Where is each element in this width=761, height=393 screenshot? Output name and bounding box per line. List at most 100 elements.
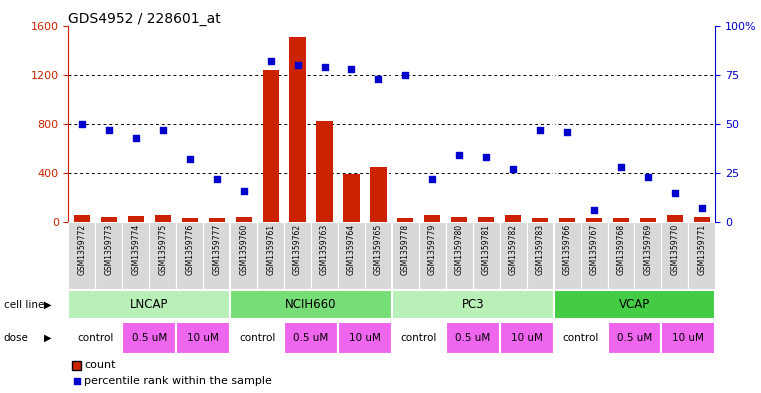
Text: ▶: ▶ — [44, 333, 52, 343]
Bar — [667, 215, 683, 222]
Bar — [607, 222, 635, 289]
Bar — [317, 121, 333, 222]
Bar — [95, 222, 123, 289]
Bar — [532, 218, 548, 222]
Text: 10 uM: 10 uM — [511, 333, 543, 343]
Bar — [661, 222, 689, 289]
Bar — [424, 215, 441, 222]
Text: GSM1359782: GSM1359782 — [508, 224, 517, 275]
Bar — [694, 217, 710, 222]
Text: control: control — [401, 333, 437, 343]
Bar — [177, 322, 230, 354]
Text: GSM1359772: GSM1359772 — [78, 224, 87, 275]
Bar — [123, 322, 177, 354]
Point — [400, 72, 412, 78]
Bar — [68, 290, 230, 319]
Text: GSM1359773: GSM1359773 — [104, 224, 113, 275]
Bar — [581, 222, 607, 289]
Bar — [177, 222, 203, 289]
Bar — [149, 222, 177, 289]
Bar — [343, 174, 359, 222]
Text: GSM1359770: GSM1359770 — [670, 224, 680, 275]
Text: NCIH660: NCIH660 — [285, 298, 337, 311]
Point — [157, 127, 169, 133]
Bar — [473, 222, 500, 289]
Point — [76, 121, 88, 127]
Bar — [527, 222, 553, 289]
Bar — [230, 290, 392, 319]
Text: GSM1359781: GSM1359781 — [482, 224, 491, 275]
Point — [130, 134, 142, 141]
Point — [642, 174, 654, 180]
Point — [669, 189, 681, 196]
Text: GSM1359774: GSM1359774 — [132, 224, 140, 275]
Bar — [284, 322, 338, 354]
Bar — [505, 215, 521, 222]
Point — [696, 205, 708, 211]
Point — [103, 127, 115, 133]
Bar — [661, 322, 715, 354]
Bar — [586, 218, 602, 222]
Text: GSM1359780: GSM1359780 — [455, 224, 463, 275]
Bar — [154, 215, 171, 222]
Text: GSM1359776: GSM1359776 — [185, 224, 194, 275]
Text: GSM1359768: GSM1359768 — [616, 224, 626, 275]
Point — [615, 164, 627, 170]
Bar — [236, 217, 252, 222]
Text: control: control — [562, 333, 599, 343]
Point — [183, 156, 196, 162]
Bar — [607, 322, 661, 354]
Bar — [553, 222, 581, 289]
Text: GSM1359783: GSM1359783 — [536, 224, 545, 275]
Bar — [257, 222, 284, 289]
Bar — [123, 222, 149, 289]
Point — [211, 176, 223, 182]
Text: PC3: PC3 — [461, 298, 484, 311]
Text: GSM1359779: GSM1359779 — [428, 224, 437, 275]
Bar — [263, 70, 279, 222]
Bar — [446, 222, 473, 289]
Bar — [392, 222, 419, 289]
Bar — [613, 219, 629, 222]
Bar — [559, 219, 575, 222]
Point — [372, 75, 384, 82]
Text: control: control — [239, 333, 275, 343]
Text: GSM1359778: GSM1359778 — [401, 224, 410, 275]
Text: LNCAP: LNCAP — [130, 298, 169, 311]
Bar — [284, 222, 311, 289]
Text: dose: dose — [4, 333, 29, 343]
Text: 10 uM: 10 uM — [187, 333, 219, 343]
Text: GSM1359760: GSM1359760 — [239, 224, 248, 275]
Point — [71, 378, 83, 384]
Point — [291, 62, 304, 68]
Text: GSM1359777: GSM1359777 — [212, 224, 221, 275]
Point — [507, 166, 519, 172]
Text: control: control — [78, 333, 113, 343]
Text: GSM1359769: GSM1359769 — [644, 224, 652, 275]
Bar — [182, 219, 198, 222]
Bar — [100, 217, 117, 222]
Bar — [392, 290, 553, 319]
Bar — [500, 222, 527, 289]
Text: 10 uM: 10 uM — [349, 333, 381, 343]
Point — [534, 127, 546, 133]
Bar — [338, 222, 365, 289]
Text: GSM1359764: GSM1359764 — [347, 224, 356, 275]
Text: 0.5 uM: 0.5 uM — [294, 333, 329, 343]
Bar — [338, 322, 392, 354]
Bar — [689, 222, 715, 289]
Bar — [230, 222, 257, 289]
Bar — [230, 322, 284, 354]
Bar — [478, 217, 495, 222]
Text: count: count — [84, 360, 116, 370]
Bar — [640, 218, 656, 222]
Point — [318, 64, 330, 70]
Bar — [68, 222, 95, 289]
Bar — [365, 222, 392, 289]
Text: 0.5 uM: 0.5 uM — [617, 333, 652, 343]
Text: ▶: ▶ — [44, 299, 52, 310]
Bar — [500, 322, 553, 354]
Text: GSM1359767: GSM1359767 — [590, 224, 599, 275]
Bar — [209, 218, 224, 222]
Bar — [392, 322, 446, 354]
